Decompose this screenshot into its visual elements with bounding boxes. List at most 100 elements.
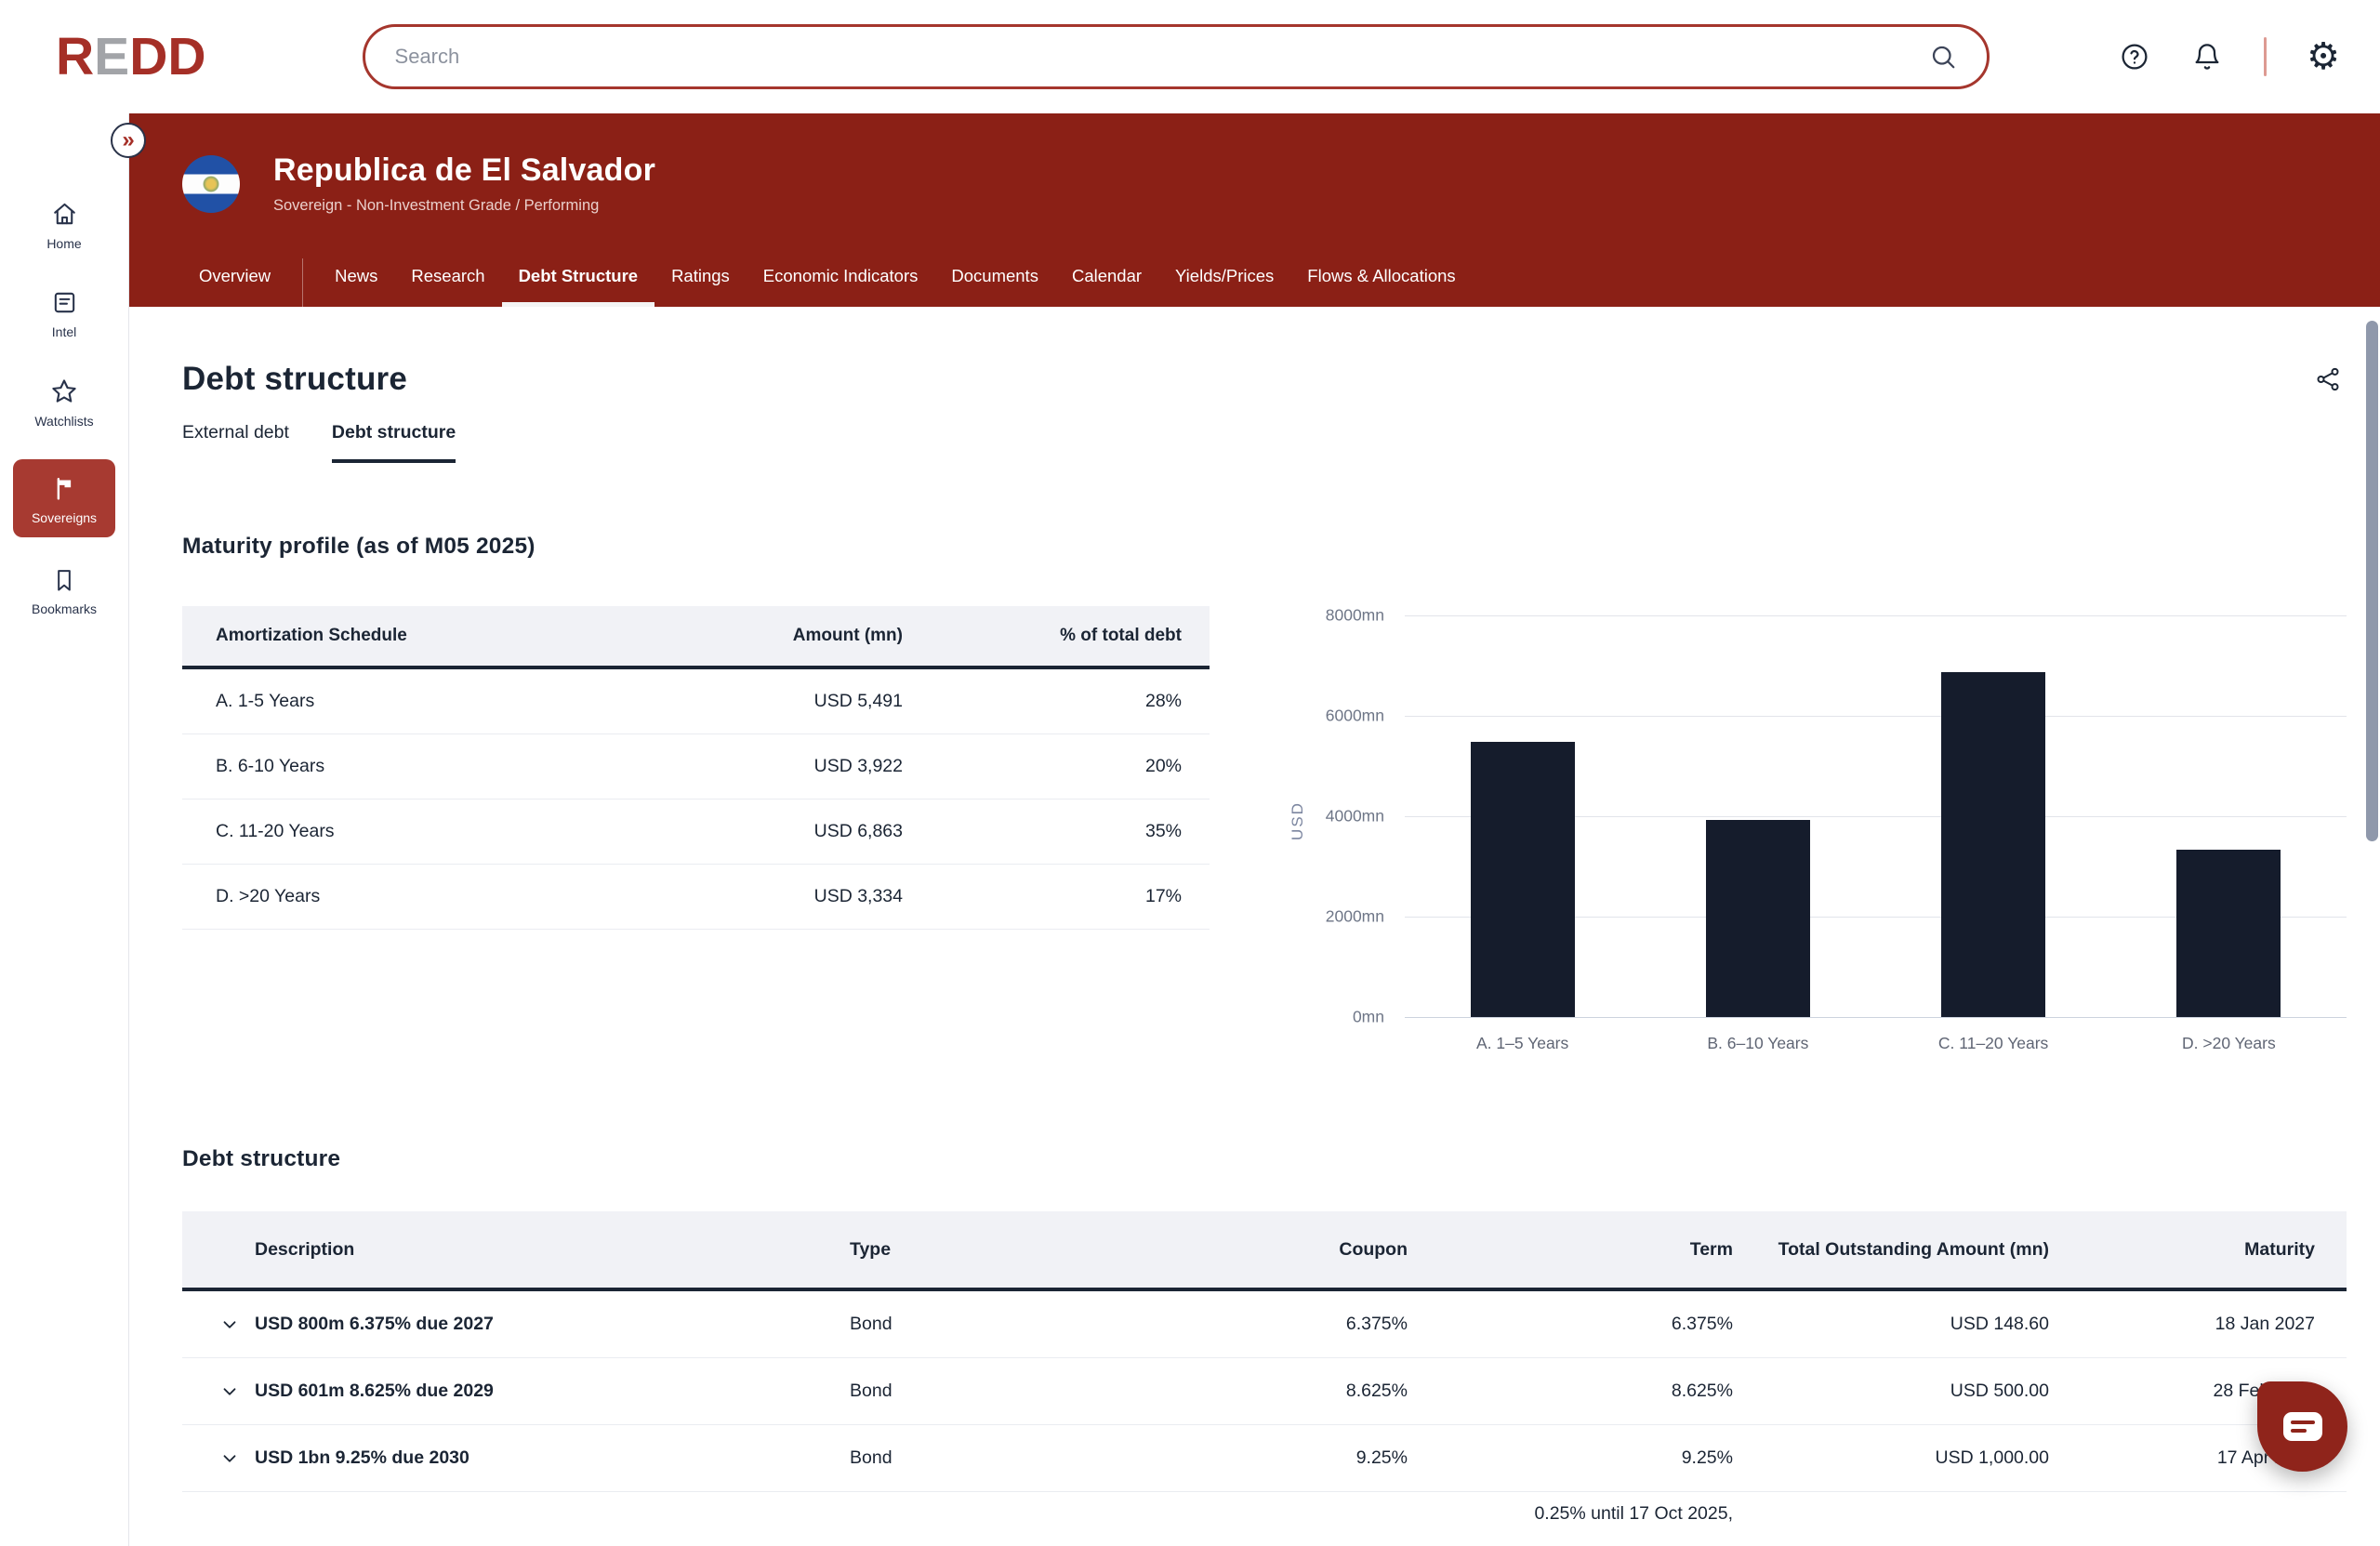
- table-row[interactable]: USD 1bn 9.25% due 2030 Bond 9.25% 9.25% …: [182, 1425, 2347, 1492]
- maturity-heading: Maturity profile (as of M05 2025): [182, 534, 536, 559]
- entity-header: Republica de El Salvador Sovereign - Non…: [129, 113, 2380, 307]
- top-bar: R E DD: [0, 0, 2380, 113]
- chart-bar: [1941, 672, 2046, 1017]
- x-tick: A. 1–5 Years: [1476, 1034, 1569, 1052]
- row-label: A. 1-5 Years: [216, 691, 315, 711]
- sidebar-item-sovereigns[interactable]: Sovereigns: [13, 459, 115, 537]
- chevron-down-icon[interactable]: [218, 1313, 242, 1337]
- row-label: B. 6-10 Years: [216, 756, 325, 776]
- star-icon: [52, 379, 76, 403]
- help-icon[interactable]: [2119, 41, 2150, 73]
- gear-icon[interactable]: ⚙: [2307, 35, 2340, 78]
- tab-economic-indicators[interactable]: Economic Indicators: [762, 266, 919, 285]
- chevron-down-icon[interactable]: [218, 1380, 242, 1404]
- global-search[interactable]: [362, 24, 1990, 89]
- bond-coupon: 9.25%: [1355, 1447, 1408, 1468]
- bond-total-outstanding: USD 500.00: [1950, 1381, 2049, 1401]
- table-row: D. >20 Years USD 3,334 17%: [182, 865, 1210, 930]
- el-salvador-flag-icon: [182, 154, 240, 213]
- maturity-table: Amortization Schedule Amount (mn) % of t…: [182, 606, 1210, 1053]
- bond-term: 9.25%: [1681, 1447, 1733, 1468]
- logo-letter-r: R: [56, 27, 95, 86]
- chart-plot-area: 8000mn 6000mn 4000mn 2000mn 0mn: [1326, 606, 2347, 1026]
- vertical-scrollbar[interactable]: [2366, 321, 2378, 841]
- bond-description: USD 800m 6.375% due 2027: [255, 1314, 494, 1334]
- chart-bar: [1705, 820, 1810, 1017]
- sidebar-item-label: Intel: [51, 324, 77, 339]
- sidebar-collapse-button[interactable]: »: [111, 123, 146, 158]
- x-tick: B. 6–10 Years: [1707, 1034, 1809, 1052]
- sidebar-item-intel[interactable]: Intel: [13, 282, 115, 345]
- bond-term: 0.25% until 17 Oct 2025,: [1534, 1503, 1733, 1524]
- redd-logo[interactable]: R E DD: [56, 26, 206, 87]
- bond-term: 6.375%: [1671, 1314, 1733, 1334]
- chart-bar: [2176, 849, 2281, 1017]
- share-icon[interactable]: [2309, 361, 2347, 398]
- page-title: Debt structure: [182, 361, 408, 397]
- y-tick: 0mn: [1352, 1007, 1384, 1026]
- logo-letter-e: E: [94, 27, 130, 86]
- logo-letters-dd: DD: [129, 27, 206, 86]
- x-tick: D. >20 Years: [2182, 1034, 2276, 1052]
- bond-maturity: 18 Jan 2027: [2215, 1314, 2315, 1334]
- tab-calendar[interactable]: Calendar: [1071, 266, 1143, 285]
- col-type: Type: [850, 1238, 892, 1260]
- table-row[interactable]: 0.25% until 17 Oct 2025,: [182, 1492, 2347, 1546]
- tab-documents[interactable]: Documents: [951, 266, 1038, 285]
- maturity-table-header: Amortization Schedule Amount (mn) % of t…: [182, 606, 1210, 669]
- tab-research[interactable]: Research: [411, 266, 485, 285]
- search-input[interactable]: [394, 45, 1927, 69]
- y-tick: 4000mn: [1325, 806, 1384, 826]
- sidebar-item-label: Bookmarks: [31, 601, 98, 616]
- tab-divider: [302, 258, 304, 307]
- col-pct-total-debt: % of total debt: [1060, 626, 1182, 645]
- home-icon: [53, 203, 75, 225]
- bond-type: Bond: [850, 1314, 892, 1334]
- y-tick: 6000mn: [1325, 706, 1384, 725]
- sidebar-item-label: Home: [46, 236, 82, 251]
- y-tick: 2000mn: [1325, 906, 1384, 926]
- subtab-external-debt[interactable]: External debt: [182, 422, 289, 443]
- x-tick: C. 11–20 Years: [1937, 1034, 2049, 1052]
- sidebar-item-bookmarks[interactable]: Bookmarks: [13, 560, 115, 622]
- tab-flows-allocations[interactable]: Flows & Allocations: [1307, 266, 1456, 285]
- bookmark-icon: [58, 570, 71, 591]
- bond-term: 8.625%: [1671, 1381, 1733, 1401]
- bell-icon[interactable]: [2191, 41, 2223, 73]
- row-label: D. >20 Years: [216, 886, 321, 906]
- chart-bar: [1470, 741, 1575, 1017]
- intel-document-icon: [54, 292, 74, 313]
- debt-subtabs: External debt Debt structure: [182, 422, 2347, 463]
- row-amount: USD 5,491: [813, 691, 903, 711]
- sidebar-item-home[interactable]: Home: [13, 193, 115, 257]
- y-tick: 8000mn: [1325, 605, 1384, 625]
- tab-news[interactable]: News: [335, 266, 378, 285]
- chat-widget-button[interactable]: [2257, 1381, 2347, 1472]
- chevron-down-icon[interactable]: [218, 1447, 242, 1471]
- search-icon[interactable]: [1927, 41, 1959, 73]
- bond-total-outstanding: USD 1,000.00: [1935, 1447, 2050, 1468]
- table-row[interactable]: USD 800m 6.375% due 2027 Bond 6.375% 6.3…: [182, 1291, 2347, 1358]
- table-row[interactable]: USD 601m 8.625% due 2029 Bond 8.625% 8.6…: [182, 1358, 2347, 1425]
- topbar-divider: [2264, 37, 2267, 76]
- tab-debt-structure[interactable]: Debt Structure: [501, 266, 655, 307]
- table-row: C. 11-20 Years USD 6,863 35%: [182, 799, 1210, 865]
- chat-bubble-icon: [2282, 1412, 2322, 1441]
- tab-ratings[interactable]: Ratings: [671, 266, 730, 285]
- row-pct: 28%: [1144, 691, 1182, 711]
- subtab-debt-structure[interactable]: Debt structure: [331, 422, 456, 463]
- row-pct: 35%: [1144, 821, 1182, 841]
- tab-yields-prices[interactable]: Yields/Prices: [1175, 266, 1275, 285]
- debt-structure-heading: Debt structure: [182, 1146, 341, 1171]
- tab-overview[interactable]: Overview: [199, 266, 271, 285]
- entity-subtitle: Sovereign - Non-Investment Grade / Perfo…: [273, 197, 600, 214]
- flag-icon: [57, 478, 71, 500]
- sidebar-item-watchlists[interactable]: Watchlists: [13, 370, 115, 434]
- maturity-profile-section: Maturity profile (as of M05 2025) Amorti…: [182, 534, 2347, 1053]
- bond-total-outstanding: USD 148.60: [1950, 1314, 2049, 1334]
- col-amount: Amount (mn): [792, 626, 903, 645]
- table-row: B. 6-10 Years USD 3,922 20%: [182, 734, 1210, 799]
- col-term: Term: [1689, 1238, 1733, 1260]
- debt-structure-section: Debt structure Description Type Coupon T…: [182, 1146, 2347, 1546]
